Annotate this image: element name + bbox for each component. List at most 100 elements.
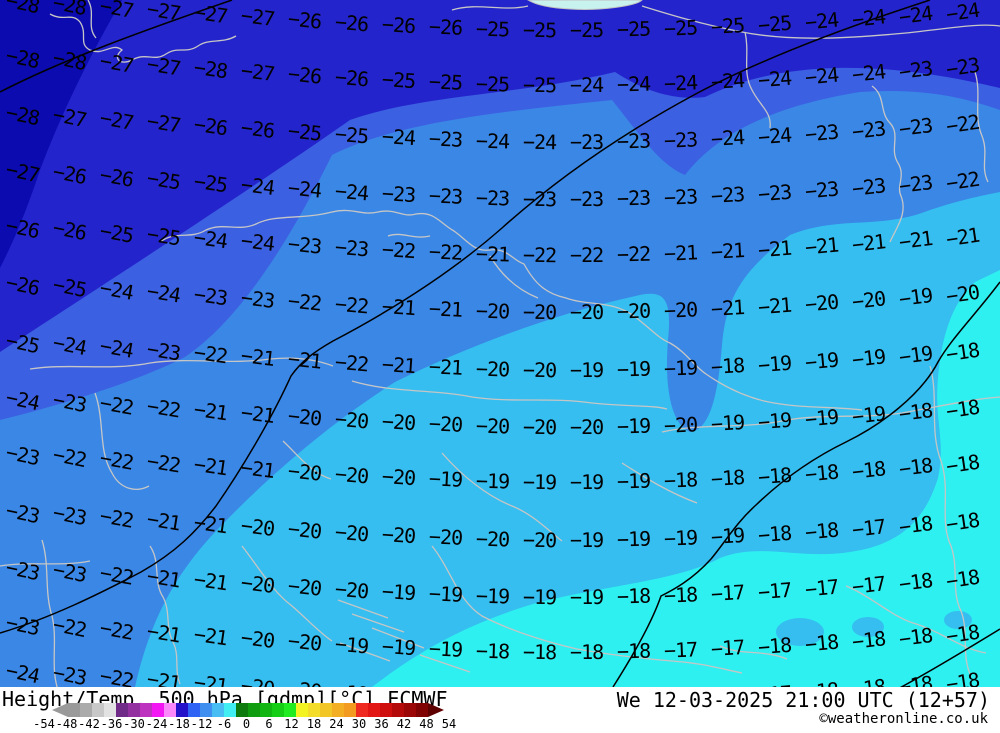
temperature-value: −28 xyxy=(50,0,89,21)
temperature-value: −18 xyxy=(569,639,604,665)
temperature-value: −18 xyxy=(897,453,934,482)
temperature-value: −27 xyxy=(98,48,135,78)
temperature-value: −18 xyxy=(897,623,934,652)
temperature-value: −17 xyxy=(803,574,840,602)
front-lines xyxy=(0,0,1000,687)
temperature-value: −21 xyxy=(757,292,792,320)
temperature-value: −18 xyxy=(616,639,651,664)
temperature-value: −23 xyxy=(428,183,463,210)
temperature-value: −18 xyxy=(897,568,934,597)
temperature-value: −19 xyxy=(897,283,934,312)
temperature-value: −19 xyxy=(757,350,792,378)
temperature-value: −20 xyxy=(803,289,840,317)
temperature-value: −17 xyxy=(757,577,792,605)
temperature-value: −24 xyxy=(757,122,792,150)
temperature-value: −19 xyxy=(616,414,651,439)
temperature-value: −21 xyxy=(381,352,416,379)
scale-tick-label: 24 xyxy=(329,717,344,731)
temperature-value: −23 xyxy=(616,129,651,154)
temperature-value: −20 xyxy=(428,411,463,438)
temperature-value: −25 xyxy=(50,272,89,303)
temperature-value: −20 xyxy=(475,298,510,324)
temperature-value: −24 xyxy=(3,384,42,416)
temperature-value: −19 xyxy=(522,469,557,494)
temperature-value: −19 xyxy=(428,581,463,608)
temperature-value: −20 xyxy=(286,403,323,431)
temperature-value: −19 xyxy=(616,469,651,494)
temperature-value: −23 xyxy=(897,113,934,142)
temperature-value: −21 xyxy=(192,621,229,650)
temperature-value: −24 xyxy=(286,175,323,203)
temperature-value: −27 xyxy=(98,0,135,23)
temperature-value: −19 xyxy=(381,634,416,661)
temperature-value: −21 xyxy=(239,342,276,371)
temperature-value: −24 xyxy=(98,333,135,363)
temperature-value: −22 xyxy=(98,390,135,420)
temperature-value: −28 xyxy=(3,0,42,19)
scale-swatch xyxy=(404,703,416,717)
temperature-value: −25 xyxy=(381,67,416,94)
temperature-value: −25 xyxy=(145,221,182,251)
temperature-value: −28 xyxy=(50,45,89,76)
temperature-value: −25 xyxy=(145,165,182,195)
country-borders xyxy=(0,0,1000,687)
scale-tick-label: -48 xyxy=(55,717,78,731)
temperature-value: −23 xyxy=(50,557,89,588)
scale-tick-label: -18 xyxy=(168,717,190,731)
scale-swatch xyxy=(308,703,320,717)
temperature-value: −20 xyxy=(286,573,323,601)
temperature-value: −27 xyxy=(239,2,276,31)
temperature-value: −21 xyxy=(192,509,229,538)
temperature-value: −20 xyxy=(569,414,604,440)
temperature-value: −20 xyxy=(522,357,557,382)
temperature-value: −24 xyxy=(569,72,604,98)
temperature-value: −24 xyxy=(850,4,887,33)
temperature-value: −19 xyxy=(381,579,416,606)
scale-tick-label: 30 xyxy=(351,717,367,731)
temperature-value: −28 xyxy=(3,42,42,74)
scale-tick-label: 42 xyxy=(396,717,412,731)
scale-swatch xyxy=(68,703,80,717)
temperature-value: −20 xyxy=(944,280,981,309)
temperature-value: −20 xyxy=(475,413,510,439)
temperature-value: −22 xyxy=(381,237,416,264)
scale-swatch xyxy=(92,703,104,717)
temperature-value: −18 xyxy=(851,675,887,687)
temperature-value: −19 xyxy=(428,466,463,493)
temperature-value: −17 xyxy=(850,571,887,600)
temperature-value: −20 xyxy=(239,569,276,598)
temperature-value: −21 xyxy=(710,238,745,265)
temperature-value: −27 xyxy=(50,102,89,133)
temperature-value: −18 xyxy=(663,582,698,608)
temperature-value: −19 xyxy=(897,341,934,370)
temperature-value: −27 xyxy=(192,0,229,28)
temperature-value: −19 xyxy=(757,407,792,435)
temperature-value: −26 xyxy=(98,162,135,192)
scale-tick-label: 18 xyxy=(306,717,322,731)
temperature-value: −17 xyxy=(710,580,745,607)
temperature-value: −19 xyxy=(663,355,698,381)
weather-map xyxy=(0,0,1000,687)
datetime-label: We 12-03-2025 21:00 UTC (12+57) xyxy=(616,688,990,712)
scale-swatch xyxy=(164,703,176,717)
temperature-value: −27 xyxy=(145,51,182,81)
scale-swatch xyxy=(188,703,200,717)
temperature-value: −20 xyxy=(381,409,416,436)
temperature-value: −22 xyxy=(145,448,182,478)
temperature-value: −26 xyxy=(50,215,89,246)
scale-tick-label: -36 xyxy=(100,717,123,731)
temperature-value: −23 xyxy=(3,554,42,586)
temperature-value: −25 xyxy=(522,17,557,42)
temperature-value: −27 xyxy=(145,108,182,138)
scale-swatch xyxy=(224,703,236,717)
temperature-value: −21 xyxy=(286,346,323,374)
temperature-value: −23 xyxy=(50,387,89,418)
temperature-value: −19 xyxy=(334,631,370,658)
temperature-value: −26 xyxy=(381,12,416,39)
temperature-value: −23 xyxy=(569,129,604,155)
temperature-value: −19 xyxy=(850,401,887,430)
scale-arrow-left-icon xyxy=(52,703,68,717)
temperature-value: −21 xyxy=(663,240,698,266)
temperature-value: −23 xyxy=(3,439,42,471)
temperature-value: −23 xyxy=(3,609,42,641)
